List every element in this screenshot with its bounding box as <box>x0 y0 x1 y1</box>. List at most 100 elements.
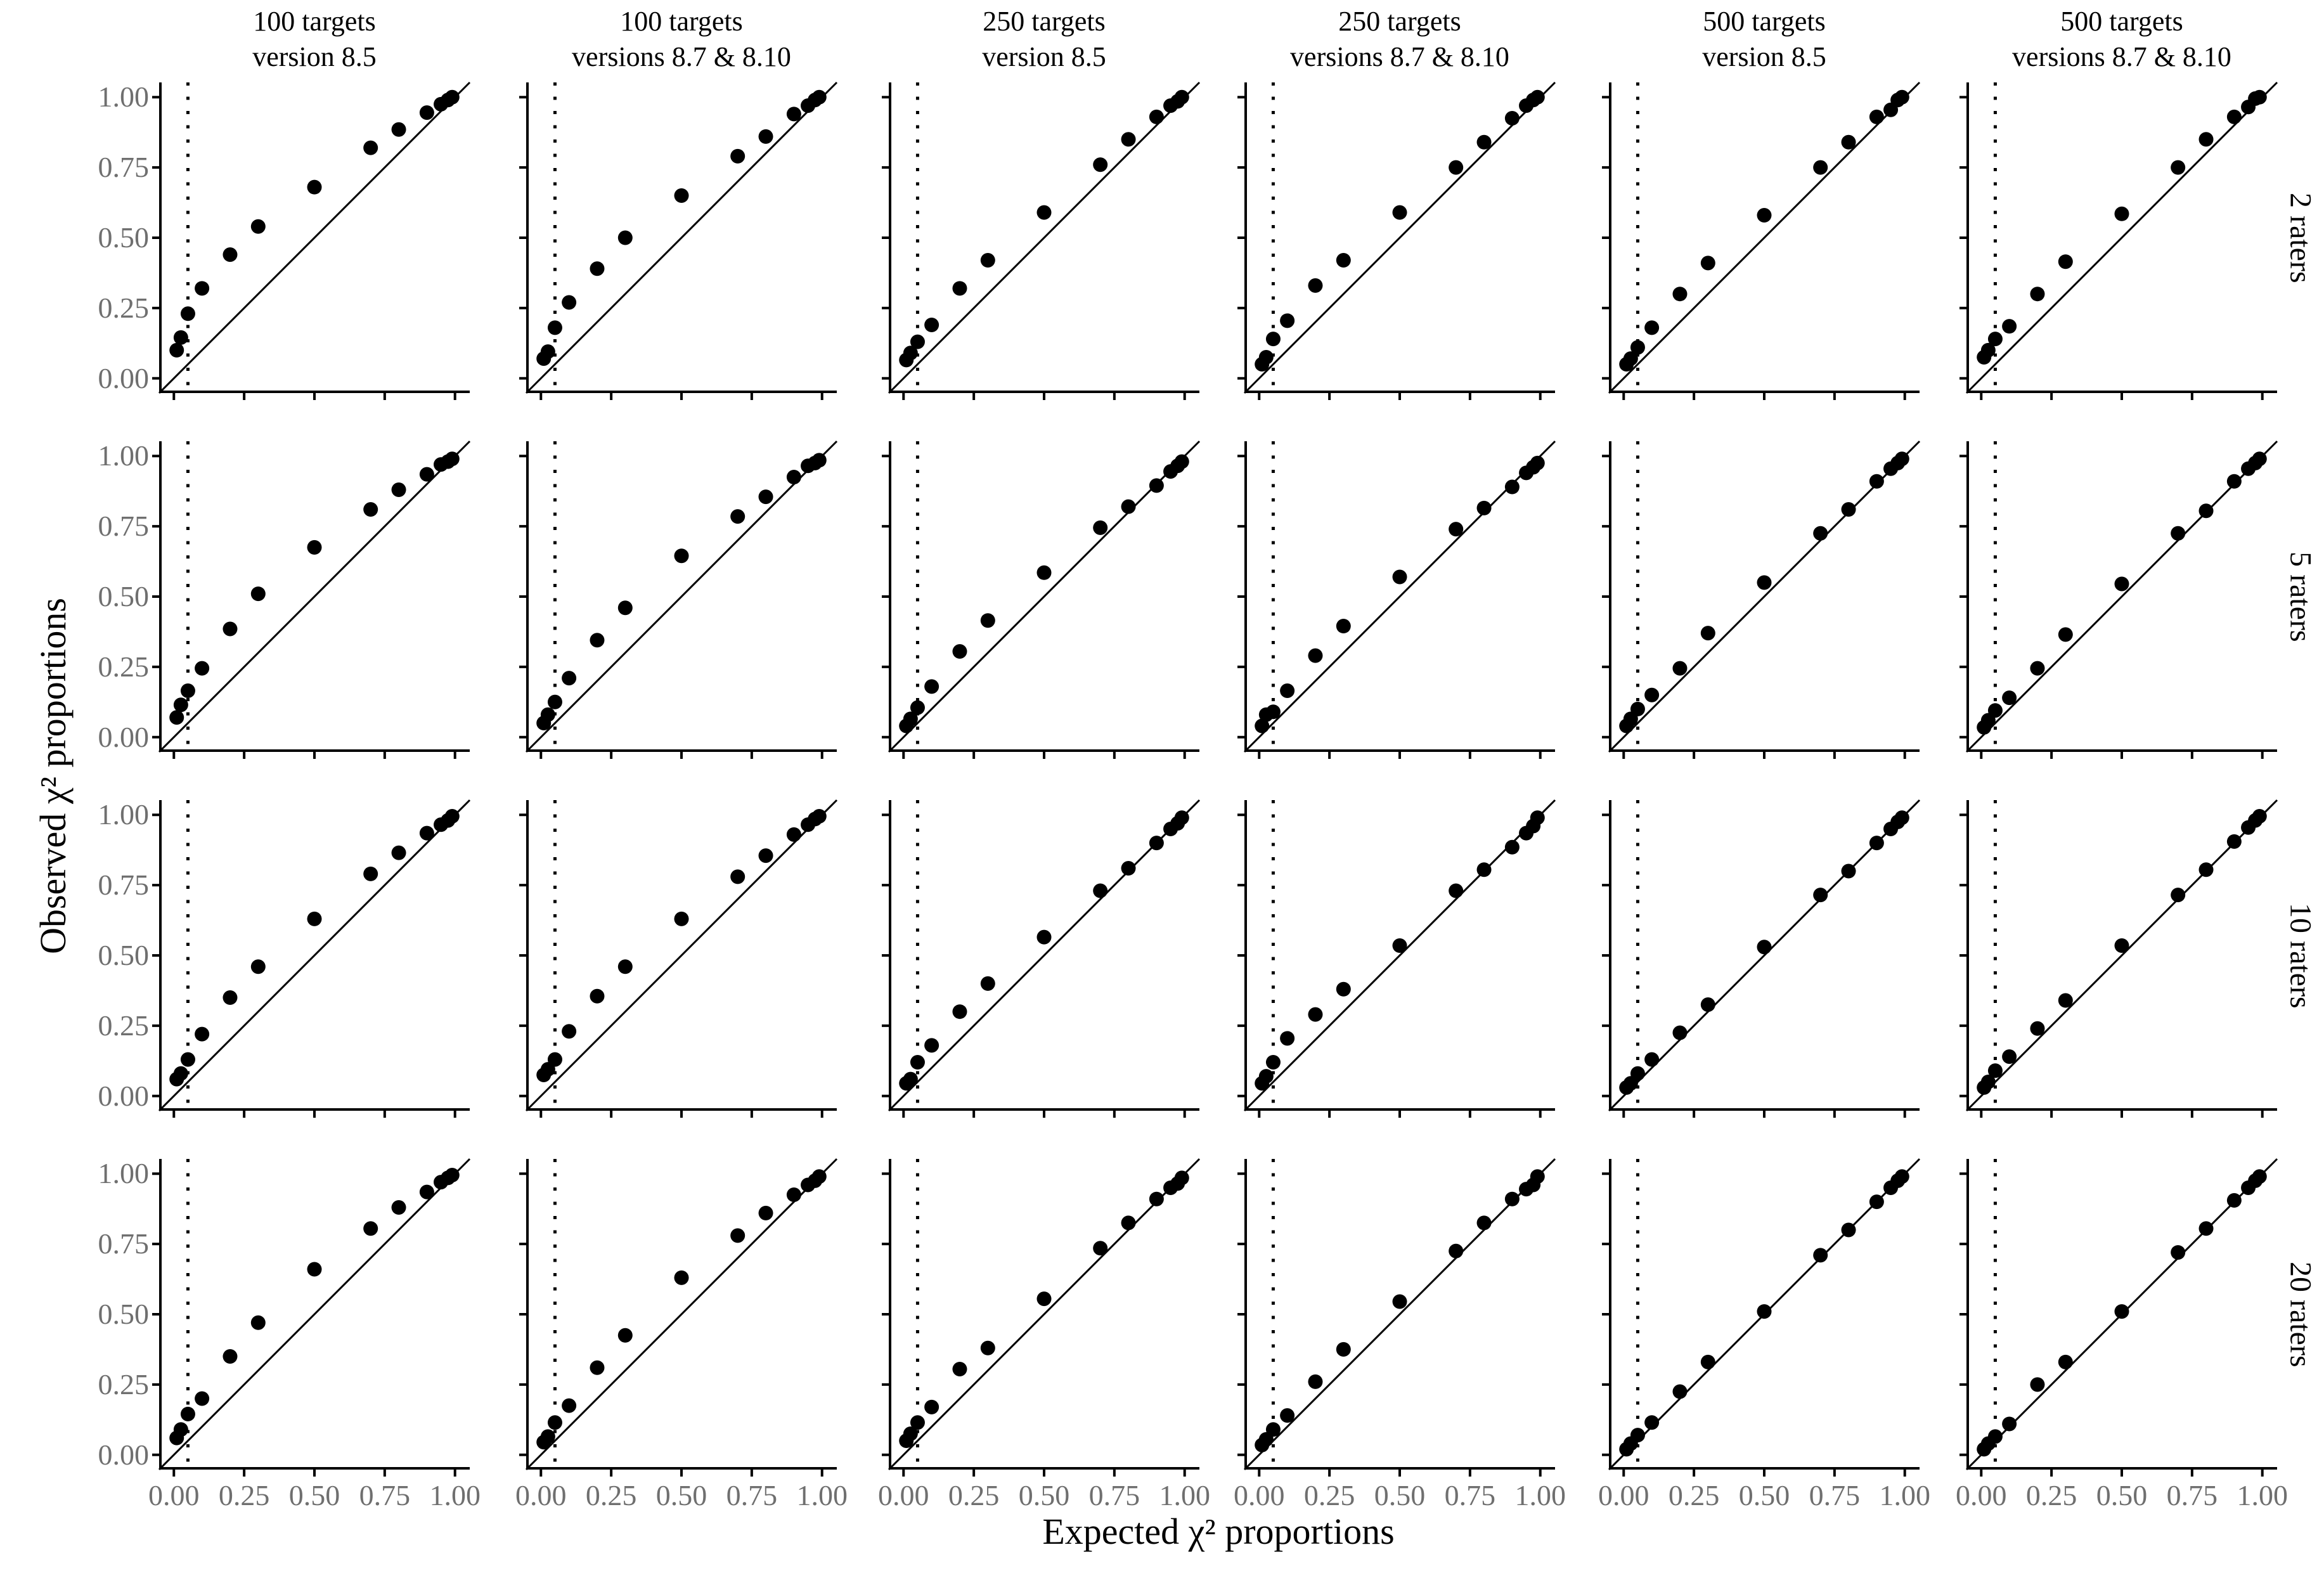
data-point <box>391 122 406 137</box>
scatter-panel-r4-c1 <box>152 1158 471 1477</box>
data-point <box>1757 940 1772 955</box>
y-tick-label: 0.25 <box>98 1368 150 1400</box>
data-point <box>1036 929 1052 945</box>
data-point <box>391 1200 406 1215</box>
data-point <box>1392 569 1407 585</box>
x-tick-label: 0.25 <box>1303 1479 1355 1511</box>
data-point <box>590 988 605 1004</box>
data-point <box>1869 1194 1884 1210</box>
scatter-panel-r2-c6 <box>1959 440 2278 759</box>
data-point <box>2252 1169 2267 1184</box>
data-point <box>617 600 633 616</box>
data-point <box>1980 1075 1996 1090</box>
data-point <box>2002 319 2017 334</box>
data-point <box>758 129 773 144</box>
x-tick-label: 1.00 <box>796 1479 848 1511</box>
y-tick-label: 0.50 <box>98 580 150 612</box>
column-title-line: 250 targets <box>983 6 1106 37</box>
axis-lines <box>526 82 837 393</box>
y-tick-label: 0.00 <box>98 361 150 394</box>
column-title: 250 targets versions 8.7 & 8.10 <box>1244 4 1555 75</box>
data-point <box>180 306 195 321</box>
data-point <box>1174 810 1189 825</box>
identity-line <box>888 1158 1201 1471</box>
column-title-line: 250 targets <box>1338 6 1461 37</box>
data-point <box>1258 1069 1274 1084</box>
scatter-panel-r3-c5 <box>1602 799 1921 1118</box>
axis-lines <box>159 800 470 1111</box>
identity-line <box>888 81 1201 394</box>
column-title-line: versions 8.7 & 8.10 <box>1290 41 1509 72</box>
data-point <box>1449 1243 1464 1258</box>
scatter-panel-r3-c6 <box>1959 799 2278 1118</box>
data-point <box>540 707 555 722</box>
y-tick-label: 1.00 <box>98 439 150 472</box>
data-point <box>758 489 773 505</box>
data-point <box>952 281 967 296</box>
data-point <box>419 105 434 120</box>
data-point <box>924 1399 939 1414</box>
data-point <box>250 586 266 602</box>
y-tick-label: 0.50 <box>98 939 150 971</box>
y-tick-label: 1.00 <box>98 1157 150 1190</box>
identity-line <box>1965 81 2278 394</box>
data-point <box>2030 1021 2045 1036</box>
data-point <box>1265 1422 1281 1437</box>
data-point <box>786 1187 801 1203</box>
data-point <box>2226 1193 2242 1208</box>
data-point <box>980 976 995 991</box>
scatter-panel-r2-c3 <box>882 440 1201 759</box>
data-point <box>1987 703 2003 718</box>
data-point <box>1841 134 1856 150</box>
data-point <box>1336 619 1351 634</box>
data-point <box>1530 455 1545 470</box>
data-point <box>1308 278 1323 293</box>
data-point <box>1265 332 1281 347</box>
x-tick-label: 0.50 <box>1018 1479 1070 1511</box>
scatter-panel-r4-c3 <box>882 1158 1201 1477</box>
data-point <box>1894 1169 1909 1184</box>
row-label: 5 raters <box>2283 551 2318 642</box>
x-tick-label: 0.75 <box>1088 1479 1140 1511</box>
data-point <box>363 140 378 155</box>
data-point <box>2171 160 2186 175</box>
x-tick-label: 1.00 <box>1879 1479 1930 1511</box>
data-point <box>180 1406 195 1421</box>
axis-lines <box>1244 82 1555 393</box>
data-point <box>1280 1408 1295 1423</box>
data-point <box>1504 839 1520 855</box>
data-point <box>1036 565 1052 580</box>
x-tick-label: 0.25 <box>585 1479 637 1511</box>
data-point <box>1336 981 1351 997</box>
data-point <box>1449 883 1464 898</box>
scatter-panel-r4-c6 <box>1959 1158 2278 1477</box>
data-point <box>1757 575 1772 590</box>
data-point <box>391 845 406 860</box>
data-point <box>1530 89 1545 105</box>
axis-lines <box>159 441 470 752</box>
data-point <box>180 683 195 699</box>
data-point <box>444 808 460 824</box>
data-point <box>562 1398 577 1413</box>
identity-line <box>158 799 471 1112</box>
data-point <box>617 230 633 245</box>
data-point <box>786 470 801 485</box>
x-tick-label: 1.00 <box>1159 1479 1210 1511</box>
data-point <box>1841 863 1856 879</box>
column-title-line: 100 targets <box>253 6 376 37</box>
data-point <box>2058 254 2073 269</box>
y-tick-label: 1.00 <box>98 81 150 113</box>
axis-lines <box>1244 800 1555 1111</box>
identity-line <box>1965 440 2278 753</box>
data-point <box>1869 109 1884 124</box>
data-point <box>1149 109 1164 124</box>
data-point <box>1504 111 1520 126</box>
data-point <box>1644 1415 1660 1430</box>
y-tick-label: 0.25 <box>98 650 150 683</box>
x-tick-label: 0.50 <box>1374 1479 1426 1511</box>
data-point <box>590 1360 605 1375</box>
data-point <box>1672 1384 1688 1399</box>
data-point <box>730 1228 746 1243</box>
identity-line <box>1243 440 1556 753</box>
row-label: 20 raters <box>2283 1261 2318 1368</box>
